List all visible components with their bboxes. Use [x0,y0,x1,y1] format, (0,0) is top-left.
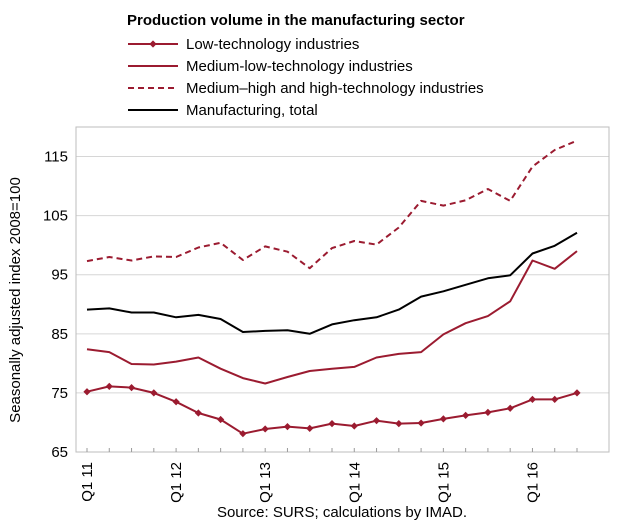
data-point-diamond [372,417,381,425]
y-tick-label: 115 [44,149,68,166]
y-tick-label: 95 [51,267,68,284]
x-tick-label: Q1 12 [168,462,185,503]
data-point-diamond [306,424,314,432]
series-line [86,139,578,270]
legend-label: Medium-low-technology industries [186,58,413,75]
data-point-diamond [217,415,225,424]
legend-label: Manufacturing, total [186,102,318,119]
legend-diamond-marker [149,40,157,48]
chart-title: Production volume in the manufacturing s… [127,12,465,29]
data-point-diamond [395,420,403,428]
data-point-diamond [172,398,180,406]
data-point-diamond [417,419,425,427]
data-point-diamond [83,388,91,396]
gridlines [76,156,609,394]
y-axis-label: Seasonally adjusted index 2008=100 [7,177,24,423]
data-point-diamond [551,395,559,404]
legend: Low-technology industries Medium-low-tech… [128,36,484,119]
y-tick-label: 105 [43,208,68,225]
data-point-diamond [328,420,336,428]
x-axis-tick-marks [86,448,578,452]
data-point-diamond [350,422,358,430]
y-tick-label: 65 [51,444,68,461]
data-point-diamond [194,409,202,417]
data-point-diamond [283,422,292,431]
series-lines [83,139,581,438]
data-point-diamond [239,430,247,438]
legend-label: Low-technology industries [186,36,359,53]
data-point-diamond [484,408,492,417]
y-tick-label: 75 [51,385,68,402]
x-tick-label: Q1 16 [524,462,541,503]
data-point-diamond [528,395,537,404]
data-point-diamond [105,382,113,391]
x-tick-label: Q1 15 [435,462,452,503]
y-axis-tick-labels: 65 75 85 95 105 115 [43,149,68,461]
x-tick-label: Q1 11 [79,462,96,502]
source-note: Source: SURS; calculations by IMAD. [217,504,467,521]
y-tick-label: 85 [51,326,68,343]
plot-frame [75,126,610,453]
data-point-diamond [127,383,136,392]
data-point-diamond [462,411,470,419]
data-point-diamond [150,389,158,397]
data-point-diamond [506,404,514,412]
x-tick-label: Q1 14 [346,462,363,503]
data-point-diamond [573,389,581,397]
x-tick-label: Q1 13 [257,462,274,503]
data-point-diamond [439,415,447,423]
series-line [86,250,578,385]
data-point-diamond [261,425,269,433]
legend-label: Medium–high and high-technology industri… [186,80,484,97]
series-line [86,231,578,335]
x-axis-tick-labels: Q1 11 Q1 12 Q1 13 Q1 14 Q1 15 Q1 16 [79,462,541,503]
